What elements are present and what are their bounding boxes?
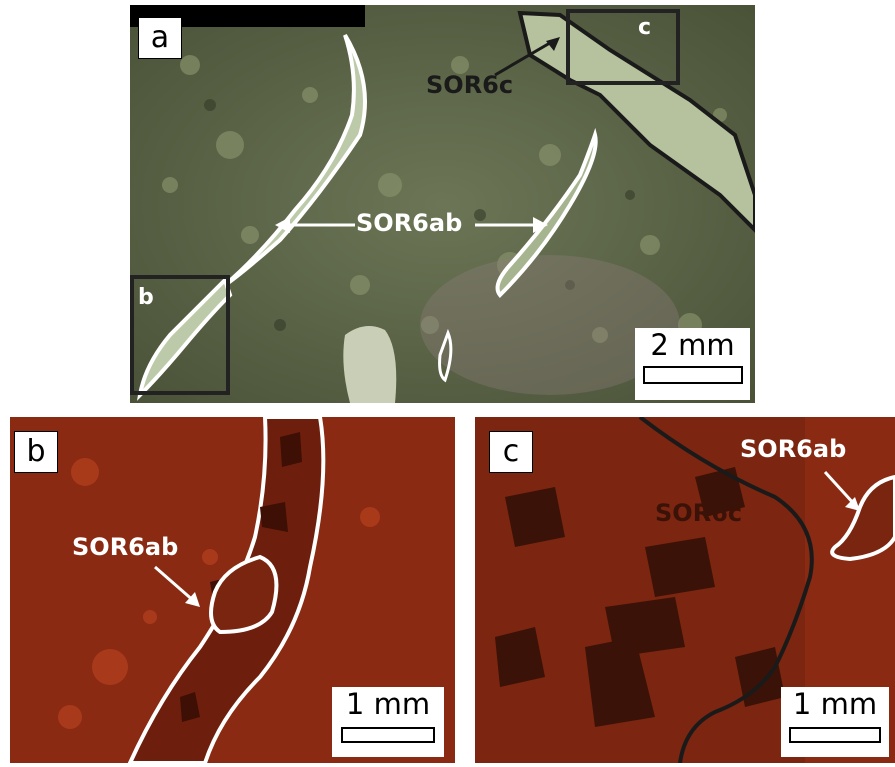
panel-b-scale: 1 mm (332, 687, 444, 757)
panel-c-sor6ab-label: SOR6ab (740, 435, 847, 463)
panel-c-arrow (823, 470, 857, 507)
panel-a-letter: a (138, 17, 182, 59)
panel-c-letter: c (489, 431, 533, 473)
pale-clast (343, 326, 397, 403)
panel-c-scale-bar (789, 727, 881, 743)
sor6ab-vein-outline (127, 417, 326, 763)
inset-b-box (130, 275, 230, 395)
panel-b-arrow (154, 565, 196, 604)
sor6c-label: SOR6c (426, 71, 514, 99)
dark-crystal-texture (495, 467, 785, 727)
panel-a-scale-text: 2 mm (650, 328, 735, 362)
inset-c-letter: c (638, 15, 652, 40)
panel-b-scale-text: 1 mm (345, 687, 431, 721)
panel-a-scale-bar (642, 366, 743, 384)
panel-c-image (475, 417, 895, 763)
sor6ab-label: SOR6ab (356, 209, 463, 237)
sor6ab-vein-outline (830, 474, 895, 562)
panel-b-scale-bar (341, 727, 435, 743)
panel-a-scale: 2 mm (635, 328, 750, 400)
altered-zone (420, 255, 680, 395)
image-edge-strip (130, 5, 365, 27)
sor6ab-vein-right (495, 127, 598, 298)
inset-b-letter: b (138, 285, 154, 310)
sor6ab-vein-small (438, 328, 453, 383)
inset-c-box (566, 9, 680, 85)
panel-a-image (130, 5, 755, 403)
panel-c-cl-image: c SOR6c SOR6ab 1 mm (475, 417, 895, 763)
panel-c-sor6c-label: SOR6c (655, 499, 743, 527)
sor6c-boundary-line (638, 417, 814, 763)
panel-c-scale-text: 1 mm (792, 687, 878, 721)
bright-grain-texture (58, 458, 380, 729)
sor6ab-inner-outline (209, 554, 279, 635)
sor6c-arrow (494, 38, 556, 77)
panel-a-micrograph: a b c SOR6c SOR6ab 2 mm (130, 5, 755, 403)
panel-b-cl-image: b SOR6ab 1 mm (10, 417, 455, 763)
panel-b-sor6ab-label: SOR6ab (72, 533, 179, 561)
panel-c-scale: 1 mm (781, 687, 889, 757)
panel-b-letter: b (14, 431, 58, 473)
